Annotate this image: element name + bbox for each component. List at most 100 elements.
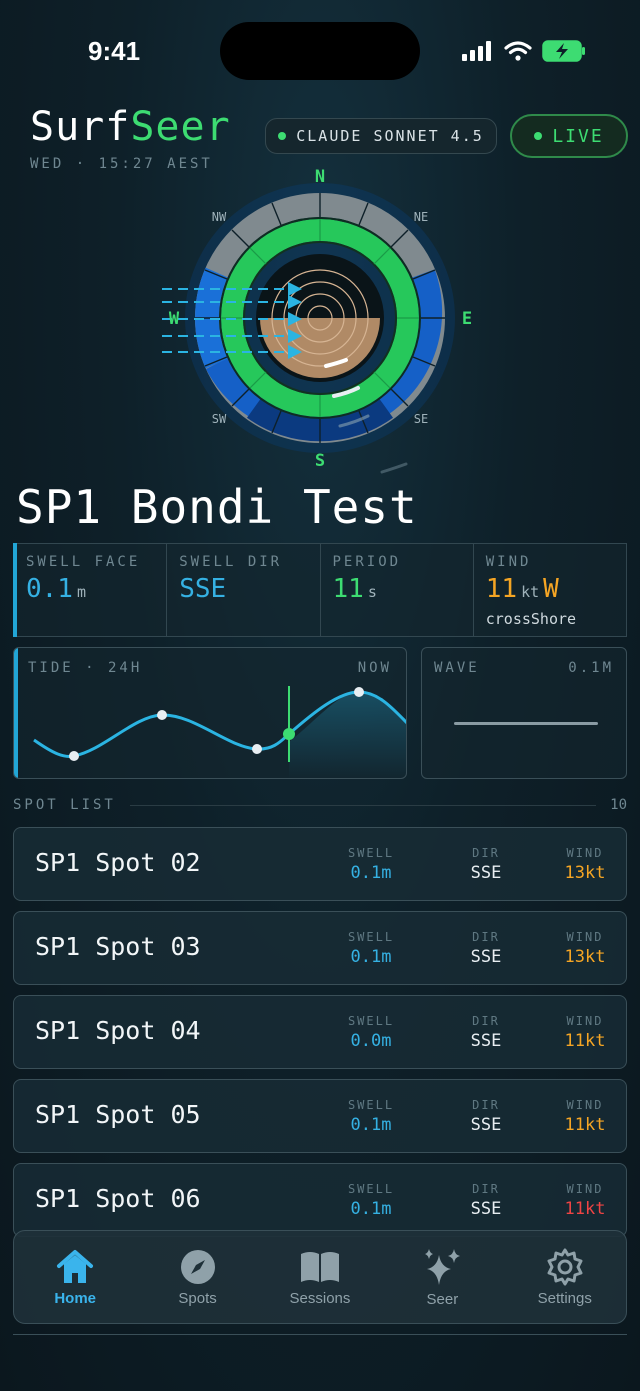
dateline: WED · 15:27 AEST	[30, 156, 213, 172]
wind-label: WIND	[566, 1182, 604, 1196]
tab-spots[interactable]: Spots	[143, 1248, 253, 1307]
spot-row[interactable]: SP1 Spot 06 SWELL 0.1m DIR SSE WIND 11kt	[13, 1163, 627, 1237]
dynamic-island	[220, 22, 420, 80]
tide-now-marker	[283, 728, 295, 740]
wind-label: WIND	[566, 846, 604, 860]
spot-row[interactable]: SP1 Spot 04 SWELL 0.0m DIR SSE WIND 11kt	[13, 995, 627, 1069]
tide-label: TIDE · 24H	[28, 660, 143, 676]
tab-label: Home	[54, 1289, 97, 1307]
compass-nw: NW	[212, 210, 227, 224]
gear-icon	[547, 1248, 583, 1285]
model-status-dot	[278, 132, 287, 140]
spot-name: SP1 Spot 02	[35, 848, 201, 877]
tab-home[interactable]: Home	[20, 1248, 130, 1307]
wind-label: WIND	[566, 1014, 604, 1028]
compass-ne: NE	[414, 210, 428, 224]
swell-label: SWELL	[347, 930, 395, 944]
dir-label: DIR	[472, 846, 500, 860]
swell-col: SWELL 0.1m	[326, 930, 416, 967]
dir-col: DIR SSE	[441, 930, 531, 967]
divider	[129, 804, 597, 806]
live-dot	[534, 132, 543, 140]
wifi-icon	[504, 41, 532, 61]
spot-name: SP1 Spot 03	[35, 932, 201, 961]
tab-settings[interactable]: Settings	[510, 1248, 620, 1307]
live-label: LIVE	[552, 125, 604, 147]
spot-name: SP1 Spot 04	[35, 1016, 201, 1045]
swell-value: 0.1m	[350, 947, 392, 967]
tab-label: Seer	[426, 1290, 459, 1308]
battery-icon	[542, 40, 585, 62]
swell-value: 0.0m	[350, 1031, 392, 1051]
stat-swell-dir: SWELL DIR SSE	[167, 544, 321, 636]
spot-list-header: SPOT LIST 10	[13, 796, 627, 814]
tide-point	[69, 751, 79, 761]
stat-label: SWELL DIR	[179, 554, 283, 570]
wind-label: WIND	[566, 930, 604, 944]
spot-name: SP1 Spot 06	[35, 1184, 201, 1213]
tab-label: Spots	[178, 1289, 217, 1307]
stat-label: SWELL FACE	[26, 554, 141, 570]
stats-grid: SWELL FACE 0.1 m SWELL DIR SSE PERIOD 11 s…	[13, 543, 627, 637]
wind-value: 13kt	[564, 947, 606, 967]
stat-value: SSE	[179, 574, 227, 604]
swell-col: SWELL 0.1m	[326, 846, 416, 883]
live-pill[interactable]: LIVE	[510, 114, 628, 158]
book-icon	[300, 1251, 339, 1282]
wind-value: 11kt	[564, 1199, 606, 1219]
spot-list-count: 10	[610, 797, 627, 813]
dir-value: SSE	[470, 1115, 502, 1135]
spot-title: SP1 Bondi Test	[16, 480, 418, 534]
spot-row[interactable]: SP1 Spot 02 SWELL 0.1m DIR SSE WIND 13kt	[13, 827, 627, 901]
tab-bar: Home Spots Sessions Seer Settings	[13, 1230, 627, 1324]
stat-value: 0.1 m	[26, 574, 86, 604]
dir-label: DIR	[472, 1098, 500, 1112]
compass-e: E	[462, 309, 472, 329]
dir-value: SSE	[470, 1031, 502, 1051]
dir-label: DIR	[472, 1182, 500, 1196]
wave-line	[454, 722, 598, 725]
wind-col: WIND 11kt	[540, 1098, 630, 1135]
swell-label: SWELL	[347, 1182, 395, 1196]
wave-card[interactable]: WAVE 0.1M	[421, 647, 627, 779]
tide-chart	[33, 686, 406, 778]
tide-point	[354, 687, 364, 697]
home-icon	[57, 1249, 94, 1283]
wind-col: WIND 13kt	[540, 930, 630, 967]
list-bottom-edge	[13, 1334, 627, 1338]
dir-col: DIR SSE	[441, 1182, 531, 1219]
tab-label: Sessions	[289, 1289, 351, 1307]
stat-swell-face: SWELL FACE 0.1 m	[14, 544, 168, 636]
tide-card[interactable]: TIDE · 24H NOW	[13, 647, 407, 779]
model-pill[interactable]: CLAUDE SONNET 4.5	[265, 118, 497, 154]
spot-row[interactable]: SP1 Spot 03 SWELL 0.1m DIR SSE WIND 13kt	[13, 911, 627, 985]
tab-seer[interactable]: Seer	[387, 1247, 497, 1308]
wind-col: WIND 11kt	[540, 1182, 630, 1219]
wind-type: crossShore	[485, 610, 577, 628]
dir-label: DIR	[472, 1014, 500, 1028]
model-label: CLAUDE SONNET 4.5	[296, 127, 484, 145]
wind-value: 11kt	[564, 1115, 606, 1135]
swell-value: 0.1m	[350, 1199, 392, 1219]
wind-col: WIND 11kt	[540, 1014, 630, 1051]
app-logo: SurfSeer	[30, 104, 231, 150]
stat-value: 11 kt W	[485, 574, 559, 604]
swell-label: SWELL	[347, 1098, 395, 1112]
swell-value: 0.1m	[350, 1115, 392, 1135]
status-time: 9:41	[88, 36, 141, 66]
swell-col: SWELL 0.1m	[326, 1182, 416, 1219]
tide-point	[252, 744, 262, 754]
dir-col: DIR SSE	[441, 1098, 531, 1135]
tab-sessions[interactable]: Sessions	[265, 1248, 375, 1307]
compass-se: SE	[414, 412, 428, 426]
swell-col: SWELL 0.0m	[326, 1014, 416, 1051]
wind-value: 11kt	[564, 1031, 606, 1051]
spot-row[interactable]: SP1 Spot 05 SWELL 0.1m DIR SSE WIND 11kt	[13, 1079, 627, 1153]
status-icons	[462, 40, 586, 62]
swell-col: SWELL 0.1m	[326, 1098, 416, 1135]
compass-s: S	[315, 451, 325, 471]
compass-icon	[180, 1249, 215, 1284]
compass-w: W	[169, 309, 180, 329]
swell-value: 0.1m	[350, 863, 392, 883]
dir-label: DIR	[472, 930, 500, 944]
